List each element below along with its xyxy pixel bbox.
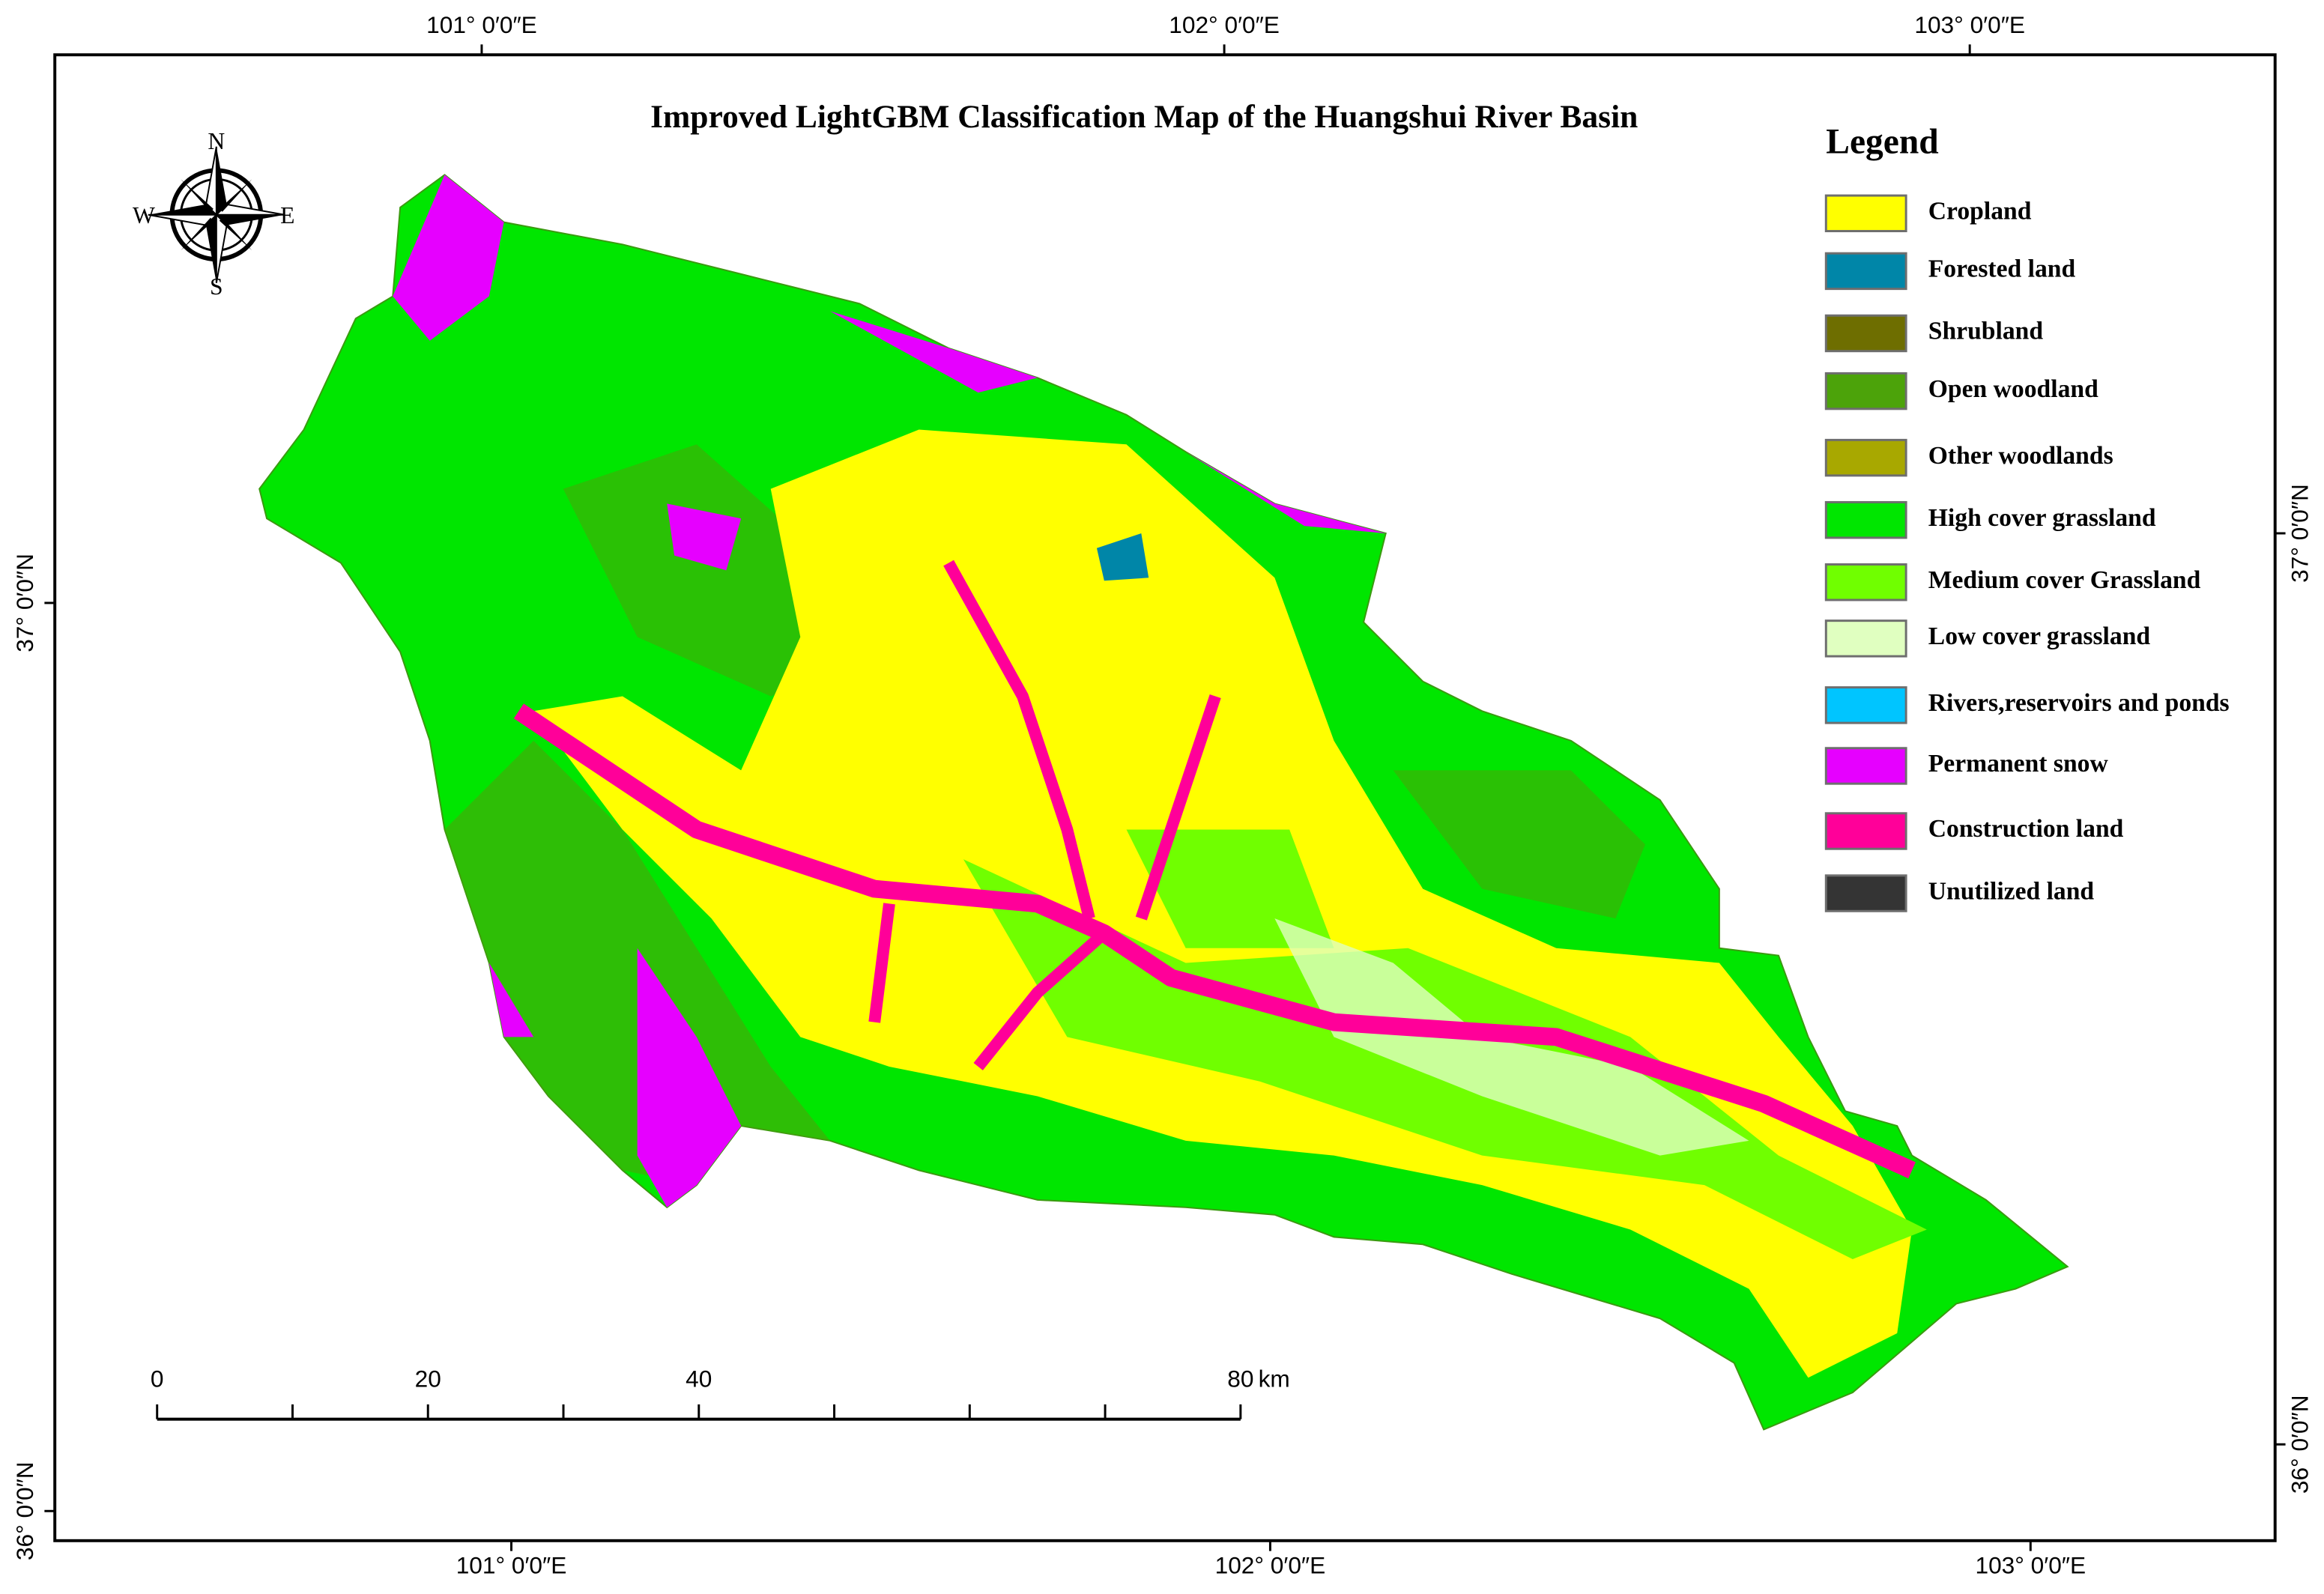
legend-label: Construction land (1928, 815, 2124, 843)
land-cover-permanent-snow (488, 963, 534, 1037)
land-cover-permanent-snow (667, 503, 742, 571)
land-cover-construction (513, 703, 1916, 1179)
legend-swatch (1824, 194, 1907, 233)
legend-swatch (1824, 372, 1907, 410)
legend-swatch (1824, 563, 1907, 601)
map-title: Improved LightGBM Classification Map of … (650, 99, 1638, 135)
scale-bar-unit: km (1259, 1366, 1290, 1393)
graticule-label: 101° 0′0″E (426, 11, 537, 38)
legend-label: Shrubland (1928, 318, 2044, 345)
legend-swatch (1824, 812, 1907, 850)
graticule-label: 102° 0′0″E (1215, 1552, 1326, 1579)
legend-swatch (1824, 252, 1907, 291)
land-cover-low-grassland (1274, 918, 1749, 1156)
legend-label: Rivers,reservoirs and ponds (1928, 689, 2230, 717)
scale-bar-label: 0 (151, 1366, 164, 1393)
legend-swatch (1824, 686, 1907, 724)
graticule-label: 103° 0′0″E (1975, 1552, 2086, 1579)
north-arrow: N S E W (133, 128, 294, 300)
compass-north: N (208, 128, 225, 154)
graticule-label: 102° 0′0″E (1169, 11, 1280, 38)
legend-swatch (1824, 500, 1907, 539)
land-cover-permanent-snow (637, 948, 742, 1207)
legend-label: Cropland (1928, 198, 2032, 225)
legend-title: Legend (1826, 123, 1938, 162)
graticule-label: 103° 0′0″E (1914, 11, 2025, 38)
graticule-label: 36° 0′0″N (11, 1461, 38, 1560)
compass-west: W (133, 202, 155, 228)
land-cover-permanent-snow (393, 175, 504, 341)
compass-east: E (280, 202, 294, 228)
land-cover-permanent-snow (829, 311, 1038, 393)
legend-label: Permanent snow (1928, 750, 2109, 778)
land-cover-water (1096, 533, 1149, 581)
legend-label: Other woodlands (1928, 442, 2113, 470)
land-cover-medium-grassland (1126, 829, 1334, 948)
legend-swatch (1824, 438, 1907, 477)
legend-label: Unutilized land (1928, 877, 2095, 905)
graticule-label: 37° 0′0″N (11, 554, 38, 652)
land-cover-construction (868, 560, 1221, 1070)
legend-swatch (1824, 619, 1907, 658)
legend-label: Open woodland (1928, 375, 2098, 403)
legend-label: High cover grassland (1928, 504, 2156, 532)
compass-south: S (210, 273, 223, 300)
graticule-label: 37° 0′0″N (2287, 484, 2314, 583)
scale-bar-label: 40 (686, 1366, 712, 1393)
legend-label: Forested land (1928, 255, 2076, 283)
graticule-label: 101° 0′0″E (456, 1552, 567, 1579)
legend-label: Medium cover Grassland (1928, 566, 2201, 594)
legend-label: Low cover grassland (1928, 622, 2151, 650)
basin-map (258, 174, 2069, 1431)
legend-swatch (1824, 747, 1907, 785)
land-cover-open-woodland (1393, 770, 1645, 919)
scale-bar-label: 80 (1227, 1366, 1253, 1393)
scale-bar-label: 20 (415, 1366, 441, 1393)
legend-swatch (1824, 314, 1907, 353)
graticule-label: 36° 0′0″N (2287, 1395, 2314, 1494)
legend-swatch (1824, 874, 1907, 912)
